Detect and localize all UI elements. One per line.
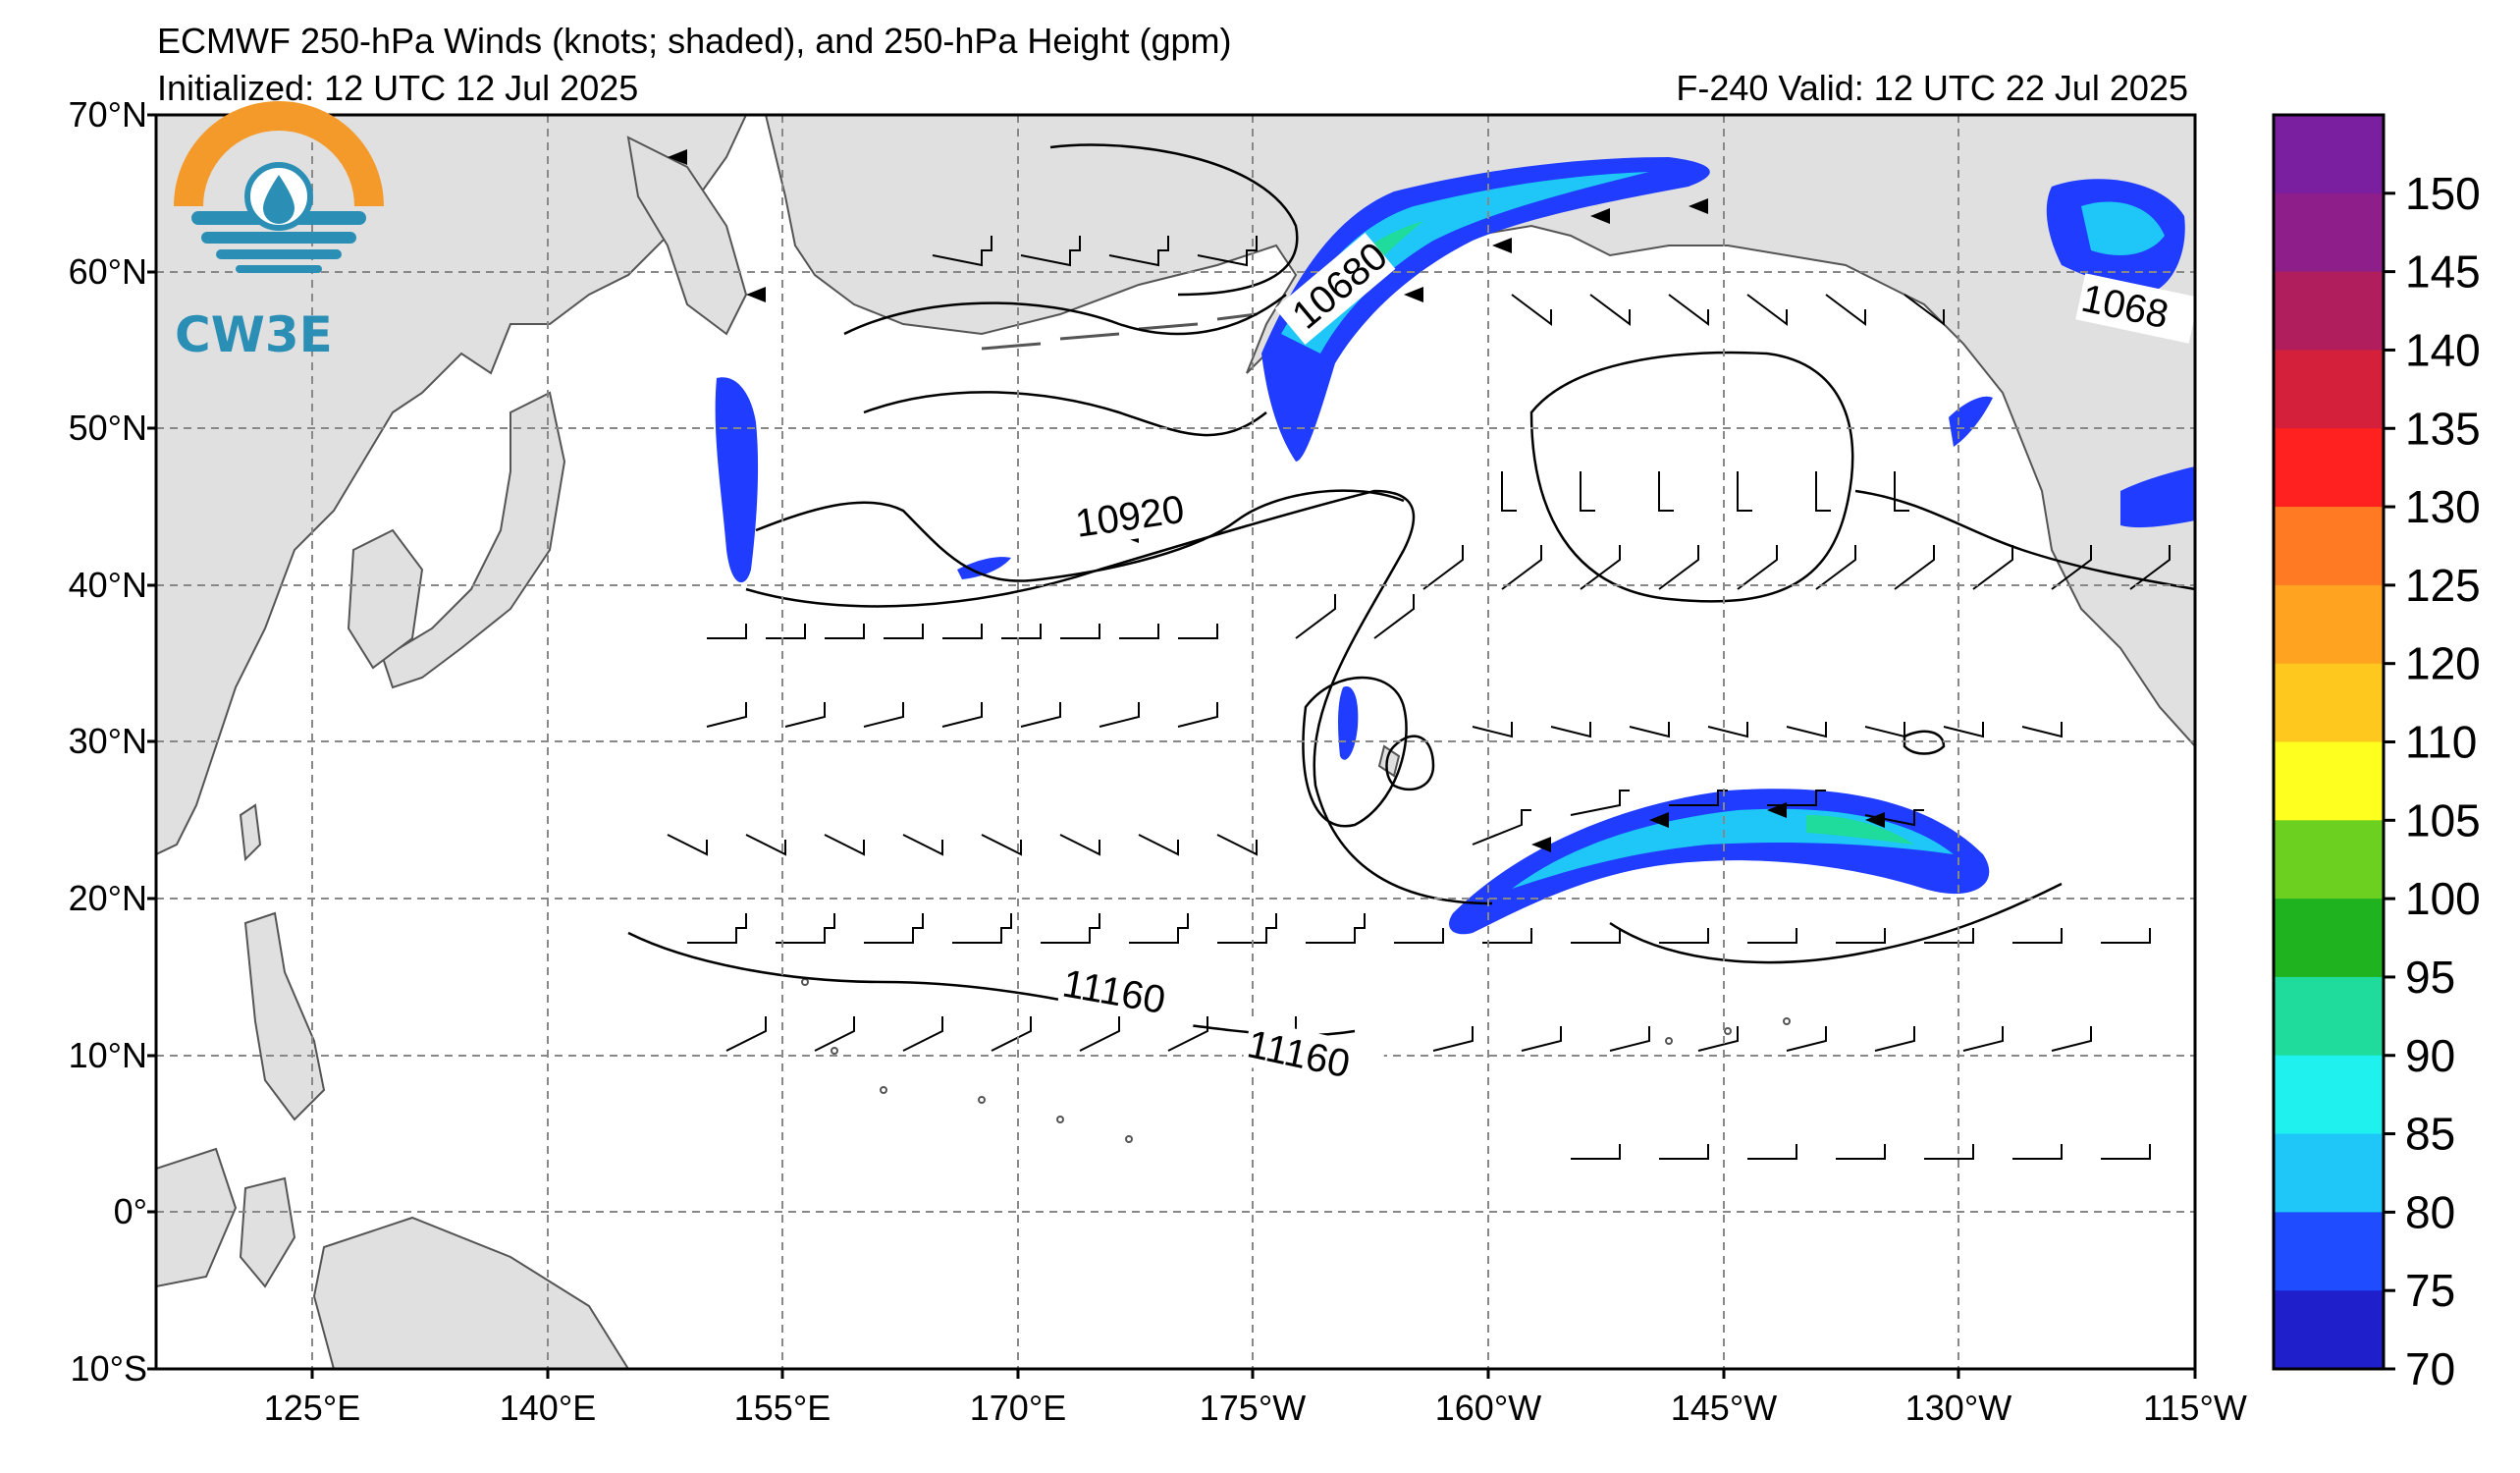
lon-label: 145°W bbox=[1671, 1388, 1777, 1428]
wind-barbs bbox=[667, 236, 2171, 1160]
colorbar bbox=[2274, 115, 2384, 1370]
colorbar-segment bbox=[2274, 507, 2384, 586]
colorbar-segment bbox=[2274, 350, 2384, 429]
colorbar-segment bbox=[2274, 1212, 2384, 1291]
colorbar-segment bbox=[2274, 1133, 2384, 1213]
lat-label: 40°N bbox=[69, 565, 147, 605]
colorbar-segment bbox=[2274, 899, 2384, 978]
colorbar-label: 80 bbox=[2405, 1186, 2455, 1237]
colorbar-segment bbox=[2274, 428, 2384, 508]
land-asia bbox=[156, 115, 748, 856]
colorbar-segment bbox=[2274, 741, 2384, 821]
colorbar-label: 105 bbox=[2405, 794, 2481, 846]
colorbar-label: 110 bbox=[2405, 717, 2477, 768]
colorbar-segment bbox=[2274, 192, 2384, 273]
valid-time: F-240 Valid: 12 UTC 22 Jul 2025 bbox=[1676, 68, 2188, 108]
colorbar-label: 100 bbox=[2405, 873, 2481, 924]
land-korea bbox=[347, 528, 424, 670]
logo-text: CW3E bbox=[175, 306, 333, 363]
land-new-guinea bbox=[312, 1216, 630, 1369]
lon-label: 175°W bbox=[1200, 1388, 1306, 1428]
colorbar-label: 140 bbox=[2405, 324, 2481, 375]
colorbar-labels: 150 145 140 135 130 125 120 110 105 100 95 90 85 80 75… bbox=[2384, 168, 2481, 1394]
graticule bbox=[156, 115, 2195, 1369]
colorbar-label: 85 bbox=[2405, 1109, 2455, 1160]
colorbar-segment bbox=[2274, 663, 2384, 742]
land-japan bbox=[381, 391, 566, 689]
colorbar-segment bbox=[2274, 820, 2384, 900]
lon-label: 115°W bbox=[2143, 1388, 2247, 1428]
lat-label: 60°N bbox=[69, 251, 147, 292]
colorbar-label: 95 bbox=[2405, 952, 2455, 1003]
colorbar-segment bbox=[2274, 1290, 2384, 1370]
colorbar-label: 75 bbox=[2405, 1265, 2455, 1316]
cw3e-logo: CW3E bbox=[174, 101, 384, 363]
lat-label: 20°N bbox=[69, 878, 147, 918]
lat-label: 10°S bbox=[71, 1348, 147, 1389]
colorbar-segment bbox=[2274, 584, 2384, 665]
lon-label: 130°W bbox=[1905, 1388, 2011, 1428]
init-time: Initialized: 12 UTC 12 Jul 2025 bbox=[157, 68, 639, 108]
colorbar-segment bbox=[2274, 115, 2384, 194]
colorbar-label: 120 bbox=[2405, 638, 2481, 689]
colorbar-label: 130 bbox=[2405, 481, 2481, 532]
lon-label: 125°E bbox=[264, 1388, 360, 1428]
colorbar-label: 70 bbox=[2405, 1343, 2455, 1394]
colorbar-label: 90 bbox=[2405, 1030, 2455, 1081]
colorbar-label: 150 bbox=[2405, 168, 2481, 219]
colorbar-label: 145 bbox=[2405, 246, 2481, 298]
lon-label: 170°E bbox=[970, 1388, 1066, 1428]
latitude-labels: 70°N 60°N 50°N 40°N 30°N 20°N 10°N 0° 10… bbox=[69, 94, 147, 1389]
lat-label: 30°N bbox=[69, 721, 147, 761]
axis-ticks bbox=[147, 113, 2197, 1379]
lon-label: 160°W bbox=[1435, 1388, 1541, 1428]
colorbar-segment bbox=[2274, 271, 2384, 351]
lat-label: 50°N bbox=[69, 408, 147, 448]
lon-label: 155°E bbox=[734, 1388, 831, 1428]
lat-label: 10°N bbox=[69, 1035, 147, 1075]
chart-title: ECMWF 250-hPa Winds (knots; shaded), and… bbox=[157, 21, 1232, 61]
lat-label: 70°N bbox=[69, 94, 147, 135]
colorbar-label: 125 bbox=[2405, 560, 2481, 611]
colorbar-label: 135 bbox=[2405, 403, 2481, 454]
lat-label: 0° bbox=[114, 1191, 147, 1231]
colorbar-segment bbox=[2274, 976, 2384, 1057]
longitude-labels: 125°E 140°E 155°E 170°E 175°W 160°W 145°… bbox=[264, 1388, 2247, 1428]
land-philippines bbox=[243, 911, 326, 1121]
colorbar-segment bbox=[2274, 1055, 2384, 1135]
lon-label: 140°E bbox=[500, 1388, 596, 1428]
